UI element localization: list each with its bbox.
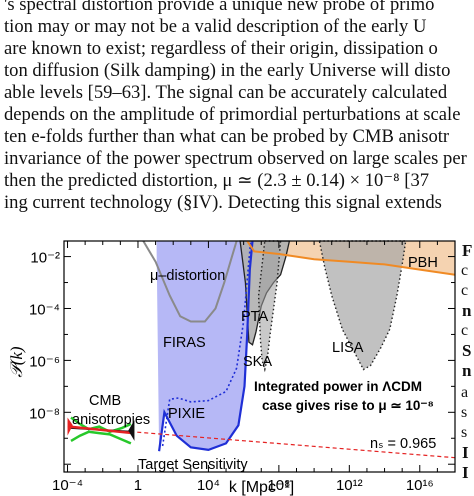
pbh-line: [246, 240, 456, 276]
x-tick-label: 1: [134, 477, 142, 494]
ska-region: [257, 240, 282, 373]
x-tick-label: 10⁸: [267, 477, 290, 494]
mu-distortion-label: μ–distortion: [150, 268, 225, 284]
lisa-label: LISA: [332, 340, 364, 356]
x-tick-label: 10¹²: [336, 477, 363, 494]
side-letter: n: [462, 361, 472, 380]
text-line: able levels [59–63]. The signal can be a…: [4, 82, 448, 103]
side-letter: n: [462, 301, 472, 320]
side-letter: S: [462, 341, 472, 360]
pixie-line: [158, 240, 254, 452]
side-letter: I: [462, 443, 469, 462]
y-tick-label: 10⁻⁴: [29, 301, 60, 318]
x-tick-label: 10⁻⁴: [52, 477, 83, 494]
text-line: ing current technology (§IV). Detecting …: [4, 192, 442, 213]
text-line: ton diffusion (Silk damping) in the earl…: [4, 60, 451, 81]
x-tick-label: 10⁴: [197, 477, 220, 494]
y-tick-label: 10⁻⁶: [29, 353, 60, 370]
lcdm-note-line1: Integrated power in ΛCDM: [254, 379, 422, 394]
text-line: ten e-folds further than what can be pro…: [4, 126, 450, 147]
cmb-data-green-lower: [70, 430, 132, 445]
cmb-label-line2: anisotropies: [72, 412, 150, 428]
plot-frame: [63, 240, 456, 473]
x-axis-label: k [Mpc⁻¹]: [229, 479, 294, 496]
cmb-data-red: [69, 425, 133, 435]
mu-distortion-region: [156, 241, 253, 452]
pbh-label: PBH: [408, 255, 438, 271]
text-line: invariance of the power spectrum observe…: [4, 148, 467, 169]
text-line: then the predicted distortion, μ ≃ (2.3 …: [4, 170, 430, 191]
lcdm-note-line2: case gives rise to μ ≃ 10⁻⁸: [262, 398, 434, 413]
pixie-label: PIXIE: [168, 406, 205, 422]
text-line: are known to exist; regardless of their …: [4, 38, 438, 59]
side-letter: a: [461, 384, 469, 401]
side-letter: I: [462, 463, 469, 482]
side-letter: c: [461, 322, 469, 339]
lisa-region: [318, 240, 407, 371]
y-tick-label: 10⁻²: [30, 250, 60, 267]
side-letter: s: [461, 404, 468, 421]
cmb-data-green-upper: [70, 416, 132, 434]
side-letter: c: [461, 282, 469, 299]
firas-label: FIRAS: [163, 335, 206, 351]
side-letter: F: [462, 241, 473, 260]
side-letter: c: [461, 262, 469, 279]
x-tick-label: 10¹⁶: [406, 477, 434, 494]
y-tick-label: 10⁻⁸: [29, 405, 60, 422]
power-spectrum-chart: 10⁻⁴ 1 10⁴ 10⁸ 10¹² 10¹⁶ 10⁻² 10⁻⁴ 10⁻⁶ 10⁻⁸ k [Mp…: [7, 240, 456, 496]
text-line: tion may or may not be a valid descripti…: [4, 16, 427, 37]
firas-line: [142, 240, 238, 323]
text-line: depends on the amplitude of primordial p…: [4, 104, 461, 125]
cmb-label: CMB: [89, 393, 121, 409]
y-axis-label: 𝒫(k): [7, 346, 26, 377]
ska-label: SKA: [243, 354, 272, 370]
target-sensitivity-label: Target Sensitivity: [138, 457, 248, 473]
cmb-arrow-right: [128, 420, 135, 441]
cmb-arrow-left: [67, 417, 73, 436]
text-line: 's spectral distortion provide a unique …: [4, 0, 435, 15]
side-letter: s: [461, 424, 468, 441]
ns-label: nₛ = 0.965: [370, 436, 436, 452]
pta-label: PTA: [241, 309, 268, 325]
